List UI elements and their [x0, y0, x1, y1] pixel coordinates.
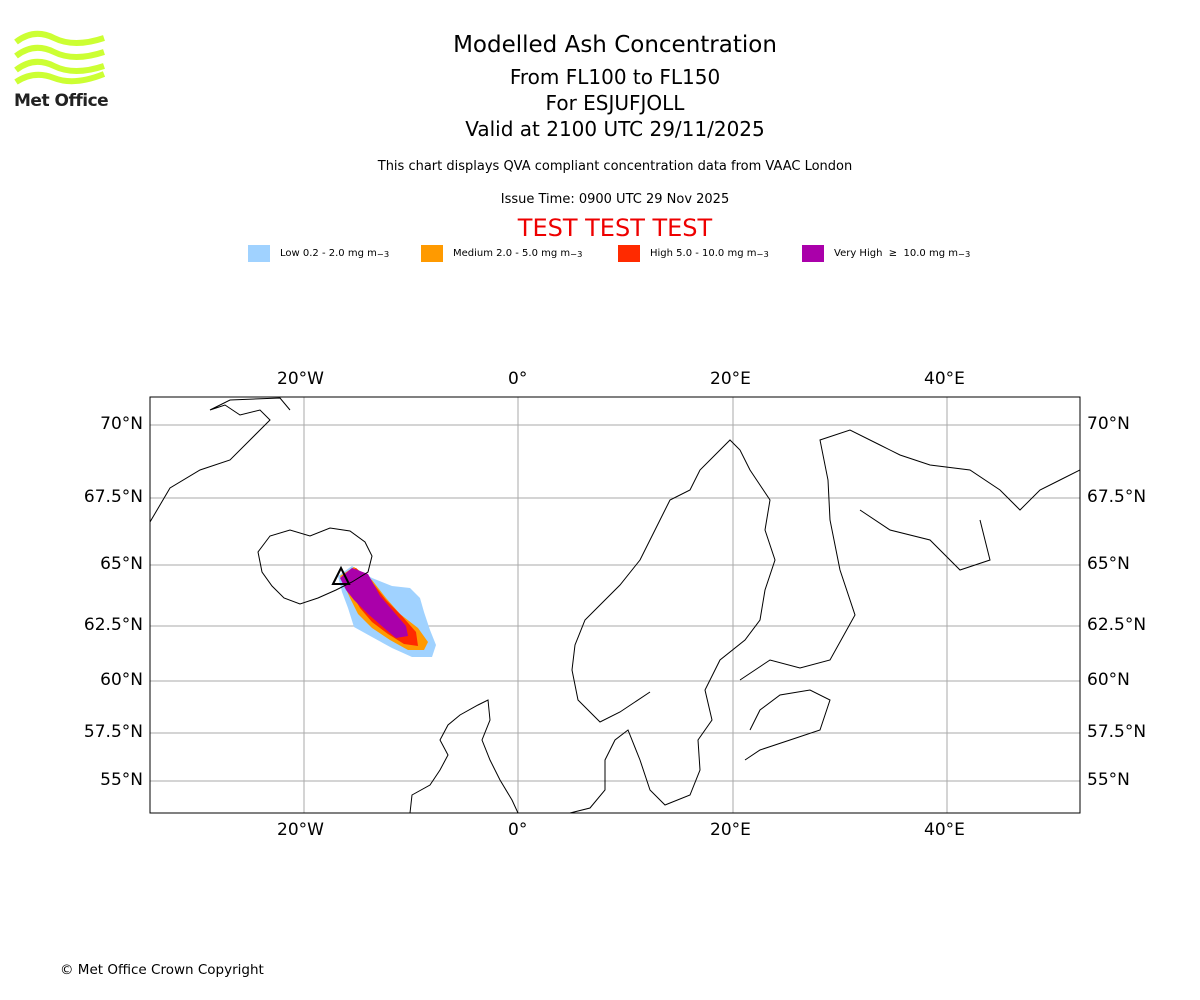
- gridlines: [150, 397, 1080, 813]
- lat-tick-left: 67.5°N: [83, 487, 143, 507]
- lat-tick-right: 62.5°N: [1087, 615, 1147, 635]
- legend-exp: −3: [957, 248, 971, 259]
- lon-tick-bottom: 40°E: [924, 820, 965, 840]
- lat-tick-left: 60°N: [100, 670, 143, 690]
- lat-tick-left: 70°N: [100, 414, 143, 434]
- scandinavia-coast: [569, 439, 776, 813]
- legend-label: High 5.0 - 10.0 mg m: [650, 248, 757, 259]
- lon-tick-top: 20°W: [277, 369, 324, 389]
- legend-label: Very High ≥ 10.0 mg m: [834, 248, 958, 259]
- lat-tick-right: 67.5°N: [1087, 487, 1147, 507]
- test-banner: TEST TEST TEST: [517, 214, 713, 242]
- finland-coast: [739, 429, 1080, 681]
- lat-tick-right: 70°N: [1087, 414, 1130, 434]
- legend-exp: −3: [376, 248, 390, 259]
- baltic-coast: [744, 689, 831, 761]
- lon-tick-top: 20°E: [710, 369, 751, 389]
- lon-tick-bottom: 20°W: [277, 820, 324, 840]
- legend-swatch: [248, 245, 270, 262]
- logo-text: Met Office: [14, 91, 109, 111]
- volcano-marker-icon: [331, 565, 351, 585]
- legend-swatch: [618, 245, 640, 262]
- valid-time: Valid at 2100 UTC 29/11/2025: [465, 117, 765, 141]
- copyright: © Met Office Crown Copyright: [60, 962, 264, 978]
- lon-tick-top: 40°E: [924, 369, 965, 389]
- lat-tick-left: 62.5°N: [83, 615, 143, 635]
- lat-tick-left: 55°N: [100, 770, 143, 790]
- russia-coast: [859, 509, 991, 571]
- legend-label: Low 0.2 - 2.0 mg m: [280, 248, 377, 259]
- legend-swatch: [421, 245, 443, 262]
- legend-item-high: High 5.0 - 10.0 mg m −3: [618, 245, 769, 262]
- chart-title: Modelled Ash Concentration: [453, 32, 777, 58]
- lon-tick-top: 0°: [508, 369, 528, 389]
- met-office-logo: [14, 30, 106, 90]
- lon-tick-bottom: 0°: [508, 820, 528, 840]
- uk-coast: [409, 699, 519, 813]
- logo-waves-icon: [14, 30, 106, 85]
- description: This chart displays QVA compliant concen…: [377, 159, 853, 174]
- lat-tick-left: 65°N: [100, 554, 143, 574]
- legend-item-low: Low 0.2 - 2.0 mg m −3: [248, 245, 389, 262]
- legend-swatch: [802, 245, 824, 262]
- lat-tick-left: 57.5°N: [83, 722, 143, 742]
- map-frame: [149, 396, 1081, 814]
- ash-plume: [338, 566, 436, 657]
- legend-label: Medium 2.0 - 5.0 mg m: [453, 248, 571, 259]
- issue-time: Issue Time: 0900 UTC 29 Nov 2025: [500, 192, 730, 207]
- legend-item-very-high: Very High ≥ 10.0 mg m −3: [802, 245, 970, 262]
- iceland-coast: [257, 527, 373, 605]
- volcano-name: For ESJUFJOLL: [545, 91, 685, 115]
- coastlines: [150, 397, 1080, 813]
- legend-item-medium: Medium 2.0 - 5.0 mg m −3: [421, 245, 582, 262]
- legend-exp: −3: [756, 248, 769, 259]
- lat-tick-right: 60°N: [1087, 670, 1130, 690]
- lon-tick-bottom: 20°E: [710, 820, 751, 840]
- ash-very-high: [340, 568, 408, 638]
- legend-exp: −3: [570, 248, 583, 259]
- flight-levels: From FL100 to FL150: [509, 65, 721, 89]
- greenland-coast: [150, 397, 291, 523]
- lat-tick-right: 57.5°N: [1087, 722, 1147, 742]
- lat-tick-right: 55°N: [1087, 770, 1130, 790]
- lat-tick-right: 65°N: [1087, 554, 1130, 574]
